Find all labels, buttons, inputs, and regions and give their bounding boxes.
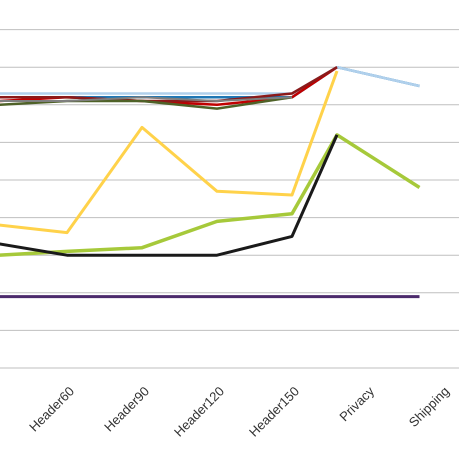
series-line-9 bbox=[0, 134, 339, 257]
x-tick-labels: Header60 Header90 Header120 Header150 Privac… bbox=[26, 383, 452, 439]
series-lines bbox=[0, 65, 421, 299]
x-tick-label: Header90 bbox=[101, 384, 152, 435]
series-line-5 bbox=[0, 96, 293, 110]
x-tick-label: Header120 bbox=[171, 384, 227, 440]
series-line-6 bbox=[0, 96, 293, 102]
x-tick-label: Header150 bbox=[246, 384, 302, 440]
series-line-2 bbox=[0, 65, 420, 95]
series-line-7 bbox=[0, 70, 339, 235]
x-tick-label: Privacy bbox=[336, 383, 377, 424]
x-tick-label: Header60 bbox=[26, 384, 77, 435]
x-tick-label: Shipping bbox=[406, 384, 452, 430]
series-line-8 bbox=[0, 133, 421, 257]
series-line-4 bbox=[0, 66, 338, 103]
